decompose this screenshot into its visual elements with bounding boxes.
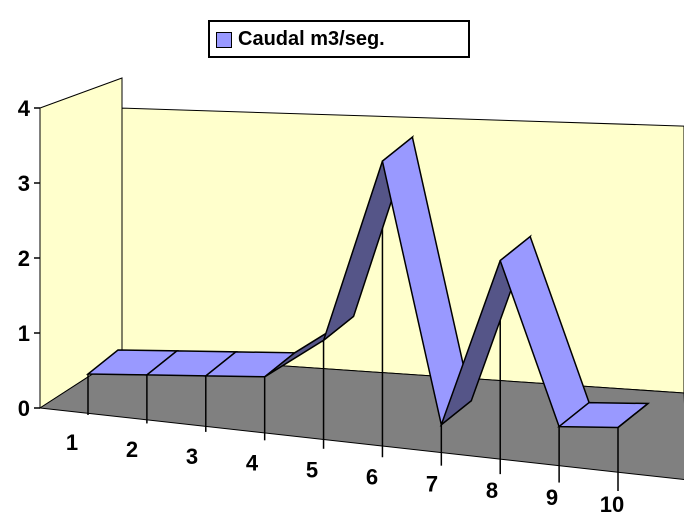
x-axis-labels: 1 2 3 4 5 6 7 8 9 10 xyxy=(66,430,624,517)
y-tick-label: 3 xyxy=(18,171,30,196)
y-axis-ticks xyxy=(34,107,40,409)
legend-label: Caudal m3/seg. xyxy=(238,28,385,50)
x-tick-label: 6 xyxy=(366,464,378,489)
x-tick-label: 10 xyxy=(600,492,624,517)
y-tick-label: 0 xyxy=(18,396,30,421)
y-tick-label: 1 xyxy=(18,321,30,346)
x-tick-label: 3 xyxy=(186,444,198,469)
x-tick-label: 1 xyxy=(66,430,78,455)
x-tick-label: 2 xyxy=(126,437,138,462)
x-tick-label: 4 xyxy=(246,451,259,476)
series-ribbon xyxy=(85,135,651,429)
y-tick-label: 4 xyxy=(18,96,31,121)
series-segment xyxy=(617,402,649,429)
x-tick-label: 7 xyxy=(426,471,438,496)
legend: Caudal m3/seg. xyxy=(208,20,470,58)
y-tick-label: 2 xyxy=(18,246,30,271)
y-axis-labels: 0 1 2 3 4 xyxy=(18,96,31,421)
x-tick-label: 9 xyxy=(546,485,558,510)
x-tick-label: 5 xyxy=(306,458,318,483)
x-tick-label: 8 xyxy=(486,478,498,503)
drop-lines xyxy=(87,161,619,491)
legend-swatch xyxy=(216,32,232,48)
